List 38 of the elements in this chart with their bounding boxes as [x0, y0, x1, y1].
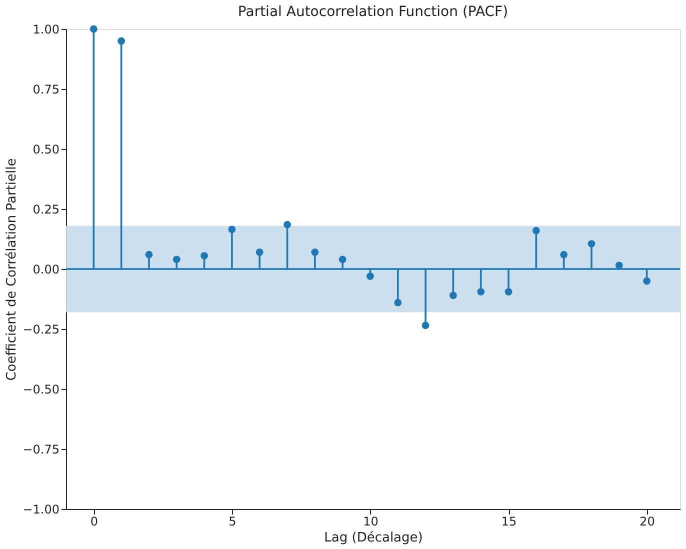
point [256, 248, 264, 256]
point [145, 250, 153, 258]
point [90, 25, 98, 33]
point [284, 220, 291, 228]
point [450, 292, 457, 300]
y-tick-label: 0.00 [32, 262, 60, 276]
x-tick-label: 0 [90, 514, 98, 528]
point [172, 256, 180, 264]
chart-title: Partial Autocorrelation Function (PACF) [238, 4, 508, 20]
y-tick-label: −1.00 [22, 502, 60, 516]
point [615, 262, 623, 270]
point [504, 288, 512, 296]
point [118, 37, 126, 45]
point [422, 322, 430, 330]
point [338, 256, 346, 264]
point [588, 240, 596, 248]
point [200, 252, 208, 260]
point [643, 277, 651, 285]
point [311, 248, 319, 256]
point [366, 272, 374, 280]
y-tick-label: 0.75 [32, 82, 60, 96]
x-tick-label: 10 [363, 514, 378, 528]
x-tick-label: 5 [228, 514, 236, 528]
point [532, 226, 540, 234]
y-tick-label: −0.75 [22, 442, 60, 456]
y-tick-label: 1.00 [32, 22, 60, 36]
point [228, 226, 236, 234]
point [477, 288, 485, 296]
x-tick-label: 20 [640, 514, 655, 528]
x-axis-title: Lag (Décalage) [324, 530, 423, 546]
y-tick-label: 0.50 [32, 142, 60, 156]
point [560, 250, 568, 258]
y-tick-label: −0.50 [22, 382, 60, 396]
y-axis-title: Coefficient de Corrélation Partielle [4, 158, 20, 381]
x-tick-label: 15 [501, 514, 517, 528]
y-tick-label: 0.25 [32, 202, 60, 216]
point [394, 298, 402, 306]
y-tick-label: −0.25 [22, 322, 60, 336]
